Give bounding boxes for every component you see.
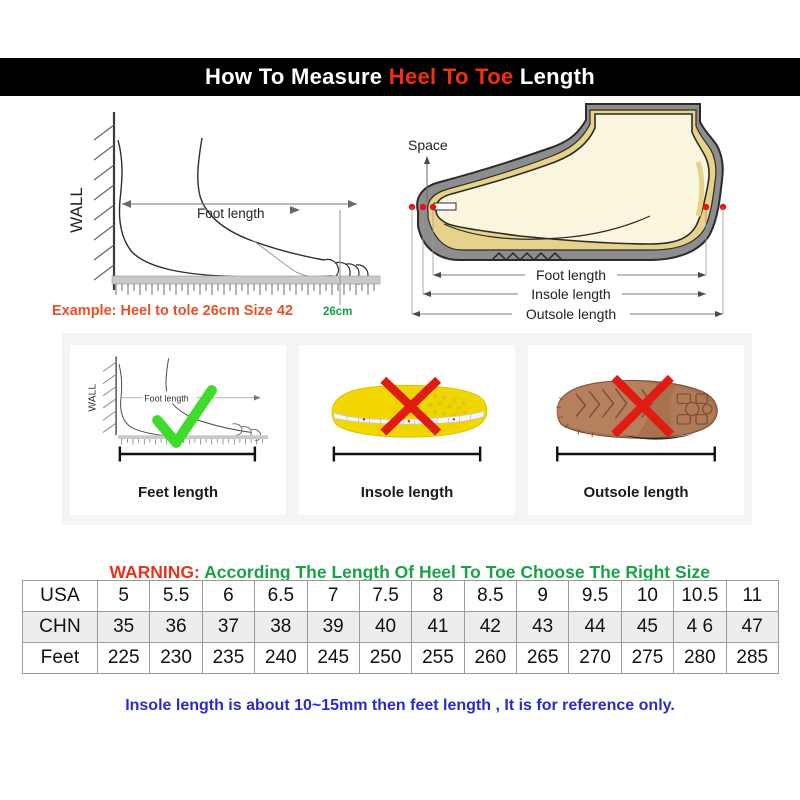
page-title-part2: Length xyxy=(513,64,596,89)
example-text: Example: Heel to tole 26cm Size 42 xyxy=(52,303,293,319)
cell-usa-8: 9 xyxy=(515,580,570,612)
cell-usa-1: 5.5 xyxy=(149,580,203,612)
cross-icon xyxy=(380,376,442,436)
insole-length-label: Insole length xyxy=(531,286,610,302)
outsole-length-label: Outsole length xyxy=(526,306,616,322)
cell-feet-9: 270 xyxy=(568,642,622,674)
wall-label-panel: WALL xyxy=(88,384,99,412)
table-row-chn: CHN 35 36 37 38 39 40 41 42 43 44 45 4 6… xyxy=(22,611,779,643)
cell-chn-6: 41 xyxy=(411,611,465,643)
cell-feet-2: 235 xyxy=(201,642,256,674)
cell-chn-12: 47 xyxy=(725,611,779,643)
panel-caption-feet: Feet length xyxy=(137,484,218,501)
outsole-illustration xyxy=(556,374,718,462)
table-row-feet: Feet 225 230 235 240 245 250 255 260 265… xyxy=(22,642,779,674)
insole-illustration xyxy=(331,376,488,462)
cell-chn-1: 36 xyxy=(149,611,203,643)
page-title-bar: How To Measure Heel To Toe Length xyxy=(0,58,800,96)
cell-usa-5: 7.5 xyxy=(358,580,413,612)
cell-chn-10: 45 xyxy=(620,611,675,643)
cell-chn-0: 35 xyxy=(96,611,151,643)
cell-chn-11: 4 6 xyxy=(673,611,727,643)
shoe-cross-section-diagram: Space Foot length Insole length Outsole xyxy=(408,103,727,323)
row-label-feet: Feet xyxy=(22,642,98,674)
cell-feet-8: 265 xyxy=(515,642,570,674)
warning-line: WARNING: According The Length Of Heel To… xyxy=(0,541,800,604)
cell-usa-7: 8.5 xyxy=(463,580,518,612)
row-label-chn: CHN xyxy=(22,611,98,643)
foot-length-label-right: Foot length xyxy=(536,267,606,283)
feet-length-illustration: WALL Foot length xyxy=(88,356,268,462)
panel-insole-length: Insole length xyxy=(299,345,515,515)
cell-chn-2: 37 xyxy=(201,611,256,643)
foot-length-label-left: Foot length xyxy=(197,206,265,221)
panel-inner-label: Foot length xyxy=(144,394,189,404)
cell-usa-12: 11 xyxy=(725,580,779,612)
cell-usa-2: 6 xyxy=(201,580,256,612)
cell-feet-3: 240 xyxy=(254,642,308,674)
panel-outsole-length: Outsole length xyxy=(528,345,744,515)
cell-chn-7: 42 xyxy=(463,611,518,643)
space-label: Space xyxy=(408,137,448,153)
table-row-usa: USA 5 5.5 6 6.5 7 7.5 8 8.5 9 9.5 10 10.… xyxy=(22,580,779,612)
cell-feet-5: 250 xyxy=(358,642,413,674)
cell-feet-6: 255 xyxy=(411,642,465,674)
marker-insole-front xyxy=(419,203,427,211)
cell-feet-4: 245 xyxy=(306,642,360,674)
warning-text: According The Length Of Heel To Toe Choo… xyxy=(199,562,710,582)
method-panels: WALL Foot length xyxy=(62,333,752,525)
panel-caption-outsole: Outsole length xyxy=(583,484,689,501)
cell-usa-3: 6.5 xyxy=(254,580,308,612)
panel-caption-insole: Insole length xyxy=(360,484,454,501)
cell-usa-9: 9.5 xyxy=(568,580,622,612)
cm-marker-label: 26cm xyxy=(323,306,353,318)
cell-feet-11: 280 xyxy=(673,642,727,674)
cell-feet-1: 230 xyxy=(149,642,203,674)
cell-usa-4: 7 xyxy=(306,580,360,612)
warning-prefix: WARNING: xyxy=(109,562,200,582)
cell-feet-12: 285 xyxy=(725,642,779,674)
check-icon xyxy=(152,385,217,448)
page-title-part1: How To Measure xyxy=(204,64,389,89)
cross-icon xyxy=(611,374,674,438)
marker-foot-back xyxy=(702,203,710,211)
top-diagrams: WALL Foot length xyxy=(0,100,800,335)
marker-foot-front xyxy=(429,203,437,211)
cell-chn-5: 40 xyxy=(358,611,413,643)
cell-usa-10: 10 xyxy=(620,580,675,612)
cell-chn-3: 38 xyxy=(254,611,308,643)
size-chart-table: USA 5 5.5 6 6.5 7 7.5 8 8.5 9 9.5 10 10.… xyxy=(22,580,779,674)
cell-feet-10: 275 xyxy=(620,642,675,674)
cell-chn-4: 39 xyxy=(306,611,360,643)
cell-feet-0: 225 xyxy=(96,642,151,674)
cell-chn-8: 43 xyxy=(515,611,570,643)
wall-label-left: WALL xyxy=(67,187,86,233)
row-label-usa: USA xyxy=(22,580,98,612)
cell-usa-6: 8 xyxy=(411,580,465,612)
footnote-text: Insole length is about 10~15mm then feet… xyxy=(125,697,675,714)
page-title-highlight: Heel To Toe xyxy=(388,64,514,89)
cell-usa-0: 5 xyxy=(96,580,151,612)
cell-feet-7: 260 xyxy=(463,642,518,674)
cell-usa-11: 10.5 xyxy=(673,580,727,612)
panel-feet-length: WALL Foot length xyxy=(70,345,286,515)
cell-chn-9: 44 xyxy=(568,611,622,643)
wall-foot-measure-diagram: WALL Foot length xyxy=(67,112,381,305)
